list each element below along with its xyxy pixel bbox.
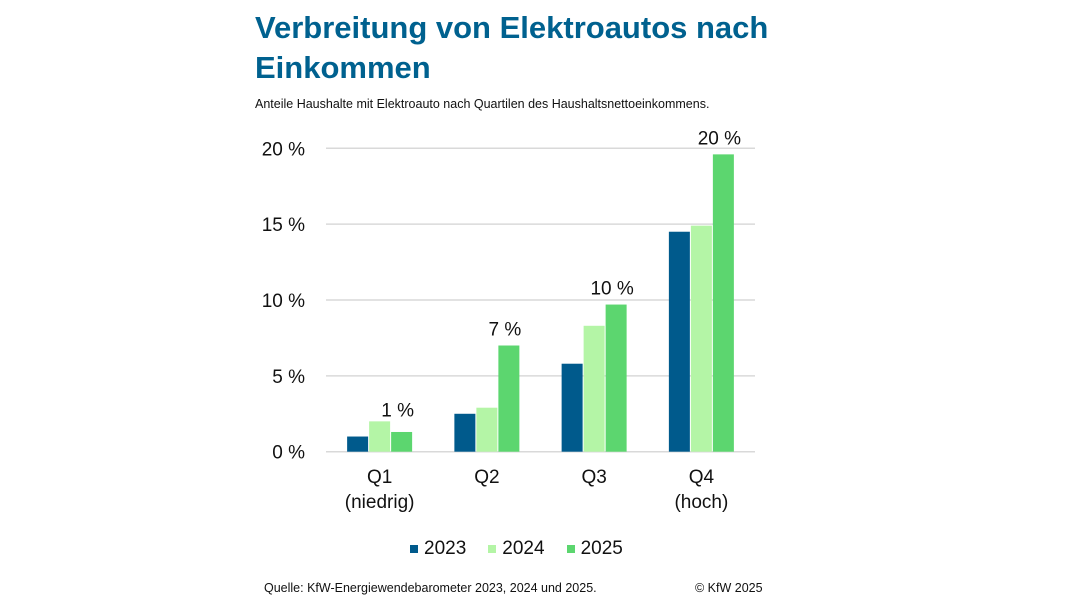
bar-2024-2 xyxy=(583,325,605,452)
bar-2025-3 xyxy=(712,154,734,452)
legend: 2023 2024 2025 xyxy=(410,538,623,560)
bar-2025-2 xyxy=(605,304,627,452)
y-tick-label: 15 % xyxy=(262,215,305,236)
bar-2024-1 xyxy=(476,407,498,452)
copyright: © KfW 2025 xyxy=(695,581,763,595)
x-tick-label: (niedrig) xyxy=(345,492,415,513)
data-label: 7 % xyxy=(489,320,522,341)
x-tick-label: Q1 xyxy=(367,467,392,488)
chart-title: Verbreitung von Elektroautos nach Einkom… xyxy=(255,10,769,85)
x-tick-label: (hoch) xyxy=(674,492,728,513)
bar-2024-3 xyxy=(690,225,712,452)
y-tick-label: 10 % xyxy=(262,291,305,312)
bar-2023-1 xyxy=(454,413,476,452)
legend-swatch xyxy=(410,545,418,553)
source-note: Quelle: KfW-Energiewendebarometer 2023, … xyxy=(264,581,597,595)
legend-item: 2024 xyxy=(488,538,545,560)
legend-swatch xyxy=(566,545,575,553)
legend-label: 2023 xyxy=(424,538,467,559)
y-tick-label: 20 % xyxy=(262,139,305,160)
y-tick-label: 0 % xyxy=(272,443,305,464)
legend-swatch xyxy=(488,545,497,553)
y-tick-label: 5 % xyxy=(272,367,305,388)
x-tick-label: Q4 xyxy=(689,467,715,488)
bar-2025-0 xyxy=(391,431,413,452)
bar-2024-0 xyxy=(369,421,391,452)
chart-subtitle: Anteile Haushalte mit Elektroauto nach Q… xyxy=(255,97,710,111)
legend-label: 2024 xyxy=(502,538,545,559)
legend-item: 2025 xyxy=(566,538,623,560)
bar-2023-0 xyxy=(347,436,369,452)
data-label: 10 % xyxy=(590,279,633,300)
bar-2023-2 xyxy=(561,363,583,452)
bar-2025-1 xyxy=(498,345,520,452)
bar-2023-3 xyxy=(668,231,690,452)
x-tick-label: Q3 xyxy=(581,467,606,488)
x-tick-label: Q2 xyxy=(474,467,499,488)
legend-item: 2023 xyxy=(410,538,466,560)
legend-label: 2025 xyxy=(580,538,623,559)
data-label: 20 % xyxy=(698,128,741,149)
data-label: 1 % xyxy=(381,400,414,421)
